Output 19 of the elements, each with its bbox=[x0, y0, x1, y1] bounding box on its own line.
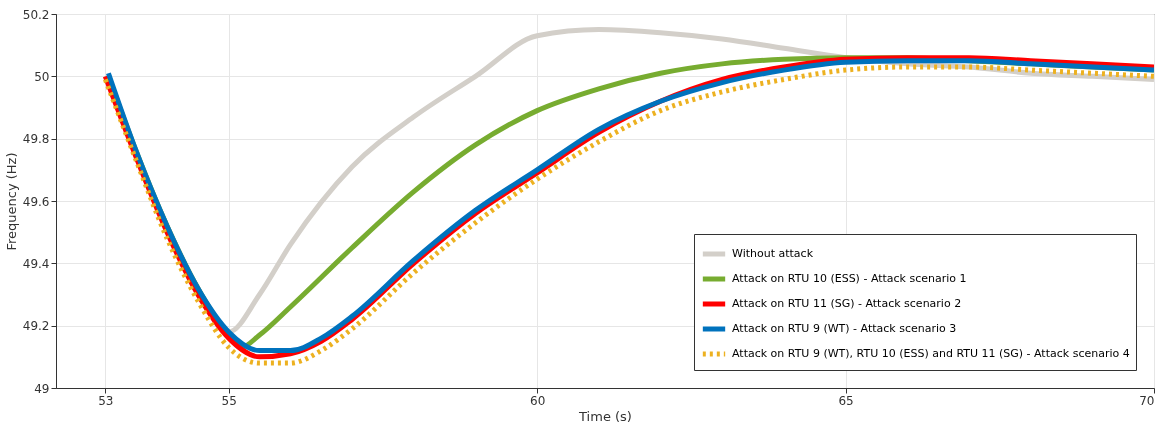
legend-label: Without attack bbox=[732, 247, 814, 260]
y-tick-label: 49.6 bbox=[22, 194, 50, 209]
x-tick-label: 60 bbox=[530, 393, 546, 408]
y-tick-label: 50 bbox=[34, 69, 50, 84]
legend-label: Attack on RTU 10 (ESS) - Attack scenario 1 bbox=[732, 272, 967, 285]
y-tick-label: 50.2 bbox=[22, 7, 50, 22]
y-axis-title: Frequency (Hz) bbox=[3, 152, 19, 251]
legend-label: Attack on RTU 11 (SG) - Attack scenario 2 bbox=[732, 297, 962, 310]
x-tick-label: 70 bbox=[1139, 393, 1155, 408]
y-tick-label: 49.4 bbox=[22, 256, 50, 271]
y-tick-label: 49 bbox=[34, 381, 50, 396]
y-tick-label: 49.8 bbox=[22, 132, 50, 147]
x-tick-label: 53 bbox=[98, 393, 114, 408]
legend-label: Attack on RTU 9 (WT), RTU 10 (ESS) and RTU 11 (SG) - Attack scenario 4 bbox=[732, 347, 1130, 360]
x-tick-label: 55 bbox=[221, 393, 237, 408]
x-axis-title: Time (s) bbox=[578, 408, 632, 424]
y-tick-label: 49.2 bbox=[22, 319, 50, 334]
x-tick-label: 65 bbox=[838, 393, 854, 408]
legend-label: Attack on RTU 9 (WT) - Attack scenario 3 bbox=[732, 322, 957, 335]
